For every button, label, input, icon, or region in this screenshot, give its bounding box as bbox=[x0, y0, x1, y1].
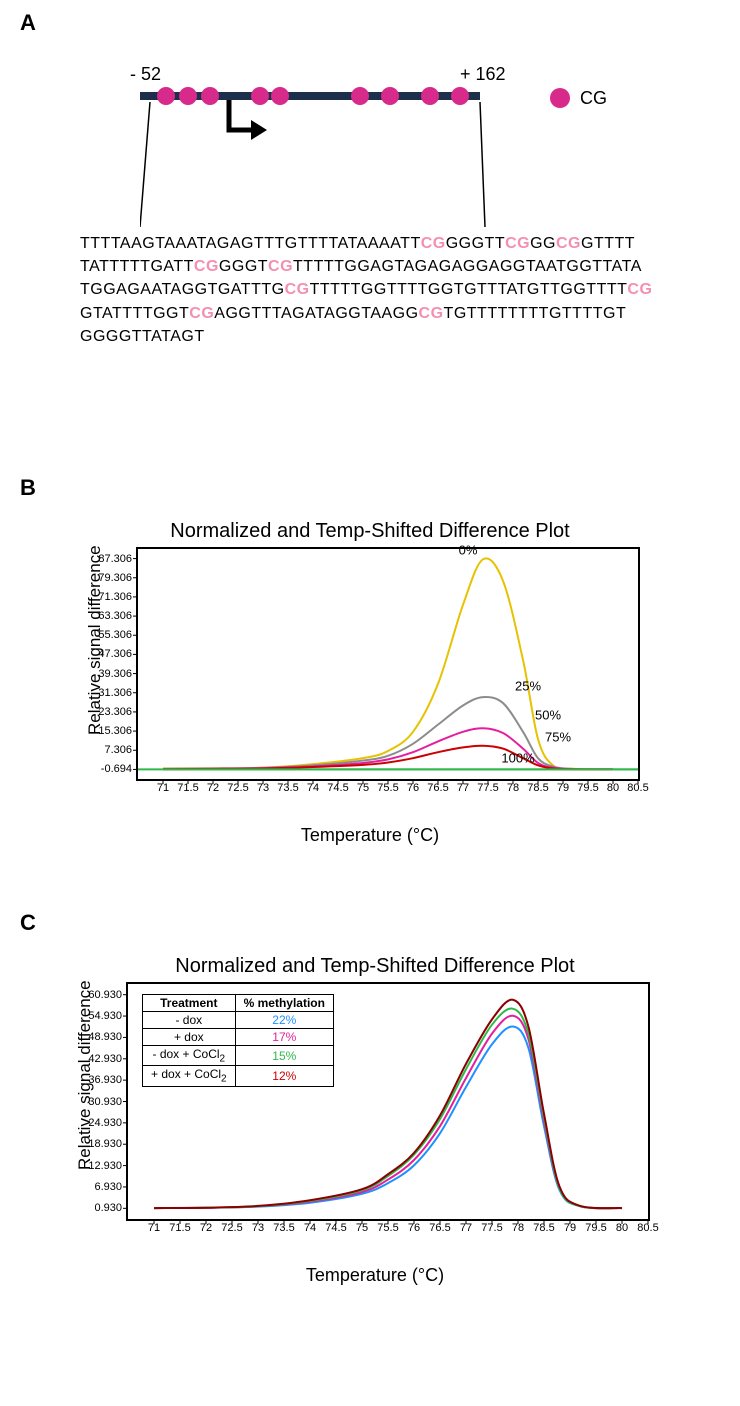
chartC-xlabel: Temperature (°C) bbox=[80, 1265, 670, 1286]
chartB-title: Normalized and Temp-Shifted Difference P… bbox=[90, 520, 650, 543]
chartB-xlabel: Temperature (°C) bbox=[90, 825, 650, 846]
panel-A-label: A bbox=[20, 10, 36, 36]
table-cell-value: 12% bbox=[235, 1066, 333, 1086]
xtick-label: 77 bbox=[460, 1219, 472, 1234]
treatment-table: Treatment% methylation- dox22%+ dox17%- … bbox=[142, 994, 334, 1087]
xtick-label: 77.5 bbox=[477, 779, 498, 794]
table-cell-value: 22% bbox=[235, 1012, 333, 1029]
xtick-label: 71.5 bbox=[169, 1219, 190, 1234]
coord-right: + 162 bbox=[460, 64, 506, 85]
series-label: 25% bbox=[515, 679, 541, 694]
xtick-label: 73.5 bbox=[277, 779, 298, 794]
xtick-label: 72.5 bbox=[221, 1219, 242, 1234]
xtick-label: 74.5 bbox=[327, 779, 348, 794]
ytick-label: 63.306 bbox=[98, 610, 138, 622]
legend-cg-dot bbox=[550, 88, 570, 108]
xtick-label: 80.5 bbox=[637, 1219, 658, 1234]
series-label: 50% bbox=[535, 708, 561, 723]
table-cell-treatment: - dox bbox=[143, 1012, 236, 1029]
chartC-title: Normalized and Temp-Shifted Difference P… bbox=[80, 955, 670, 978]
panel-B: Normalized and Temp-Shifted Difference P… bbox=[90, 520, 650, 802]
chartB-svg bbox=[138, 549, 638, 779]
xtick-label: 78 bbox=[512, 1219, 524, 1234]
ytick-label: 6.930 bbox=[94, 1181, 128, 1193]
xtick-label: 80.5 bbox=[627, 779, 648, 794]
xtick-label: 79.5 bbox=[585, 1219, 606, 1234]
xtick-label: 74 bbox=[304, 1219, 316, 1234]
table-cell-treatment: + dox + CoCl2 bbox=[143, 1066, 236, 1086]
ytick-label: 18.930 bbox=[88, 1138, 128, 1150]
figure-page: A - 52 + 162 CG TTTTAAGTAAATAGAGTTTGTTTT… bbox=[0, 0, 740, 1406]
ytick-label: 71.306 bbox=[98, 591, 138, 603]
xtick-label: 71.5 bbox=[177, 779, 198, 794]
xtick-label: 73 bbox=[252, 1219, 264, 1234]
ytick-label: 60.930 bbox=[88, 989, 128, 1001]
table-header: Treatment bbox=[143, 995, 236, 1012]
chartB-plot-area: -0.6947.30615.30623.30631.30639.30647.30… bbox=[136, 547, 640, 781]
panel-B-label: B bbox=[20, 475, 36, 501]
table-cell-value: 15% bbox=[235, 1046, 333, 1066]
ytick-label: 15.306 bbox=[98, 725, 138, 737]
xtick-label: 72 bbox=[200, 1219, 212, 1234]
xtick-label: 71 bbox=[148, 1219, 160, 1234]
xtick-label: 80 bbox=[607, 779, 619, 794]
sequence-block: TTTTAAGTAAATAGAGTTTGTTTTATAAAATTCGGGGTTC… bbox=[80, 232, 652, 348]
xtick-label: 76 bbox=[408, 1219, 420, 1234]
table-header: % methylation bbox=[235, 995, 333, 1012]
xtick-label: 79 bbox=[564, 1219, 576, 1234]
xtick-label: 72.5 bbox=[227, 779, 248, 794]
ytick-label: 0.930 bbox=[94, 1202, 128, 1214]
xtick-label: 79.5 bbox=[577, 779, 598, 794]
ytick-label: 87.306 bbox=[98, 553, 138, 565]
table-cell-value: 17% bbox=[235, 1029, 333, 1046]
xtick-label: 75.5 bbox=[377, 1219, 398, 1234]
panel-A: - 52 + 162 CG TTTTAAGTAAATAGAGTTTGTTTTAT… bbox=[80, 60, 640, 390]
xtick-label: 74.5 bbox=[325, 1219, 346, 1234]
xtick-label: 75 bbox=[357, 779, 369, 794]
ytick-label: 36.930 bbox=[88, 1074, 128, 1086]
series-label: 0% bbox=[459, 542, 478, 557]
xtick-label: 79 bbox=[557, 779, 569, 794]
ytick-label: 24.930 bbox=[88, 1117, 128, 1129]
ytick-label: 7.306 bbox=[104, 744, 138, 756]
table-cell-treatment: - dox + CoCl2 bbox=[143, 1046, 236, 1066]
xtick-label: 73.5 bbox=[273, 1219, 294, 1234]
xtick-label: 78.5 bbox=[527, 779, 548, 794]
xtick-label: 74 bbox=[307, 779, 319, 794]
xtick-label: 76 bbox=[407, 779, 419, 794]
xtick-label: 72 bbox=[207, 779, 219, 794]
ytick-label: 47.306 bbox=[98, 648, 138, 660]
xtick-label: 75 bbox=[356, 1219, 368, 1234]
xtick-label: 77 bbox=[457, 779, 469, 794]
xtick-label: 76.5 bbox=[427, 779, 448, 794]
ytick-label: 48.930 bbox=[88, 1031, 128, 1043]
xtick-label: 73 bbox=[257, 779, 269, 794]
xtick-label: 80 bbox=[616, 1219, 628, 1234]
panel-C: Normalized and Temp-Shifted Difference P… bbox=[80, 955, 670, 1242]
legend-cg-text: CG bbox=[580, 88, 607, 109]
panel-C-label: C bbox=[20, 910, 36, 936]
xtick-label: 78.5 bbox=[533, 1219, 554, 1234]
ytick-label: 42.930 bbox=[88, 1053, 128, 1065]
xtick-label: 77.5 bbox=[481, 1219, 502, 1234]
ytick-label: 12.930 bbox=[88, 1160, 128, 1172]
xtick-label: 78 bbox=[507, 779, 519, 794]
series-label: 100% bbox=[501, 751, 534, 766]
xtick-label: 71 bbox=[157, 779, 169, 794]
ytick-label: -0.694 bbox=[101, 763, 138, 775]
series-label: 75% bbox=[545, 729, 571, 744]
xtick-label: 75.5 bbox=[377, 779, 398, 794]
table-cell-treatment: + dox bbox=[143, 1029, 236, 1046]
ytick-label: 39.306 bbox=[98, 668, 138, 680]
chartC-plot-area: Treatment% methylation- dox22%+ dox17%- … bbox=[126, 982, 650, 1221]
coord-left: - 52 bbox=[130, 64, 161, 85]
ytick-label: 23.306 bbox=[98, 706, 138, 718]
ytick-label: 55.306 bbox=[98, 629, 138, 641]
ytick-label: 79.306 bbox=[98, 572, 138, 584]
bracket-lines bbox=[140, 102, 490, 232]
ytick-label: 30.930 bbox=[88, 1096, 128, 1108]
xtick-label: 76.5 bbox=[429, 1219, 450, 1234]
ytick-label: 31.306 bbox=[98, 687, 138, 699]
ytick-label: 54.930 bbox=[88, 1010, 128, 1022]
